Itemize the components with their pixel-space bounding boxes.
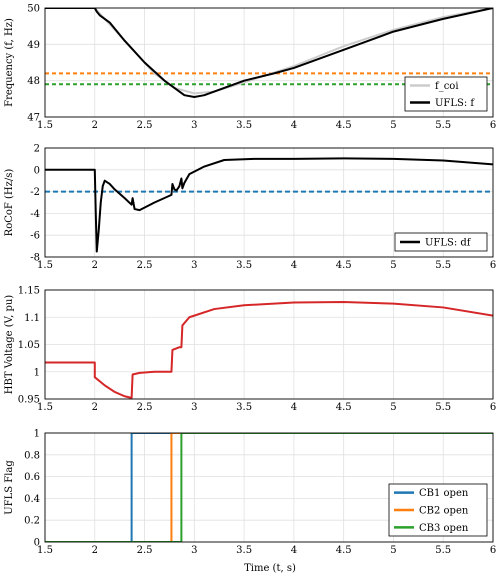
y-tick-label: 50 — [27, 4, 40, 15]
series-line — [45, 433, 493, 542]
y-tick-label: 1.15 — [18, 286, 40, 297]
legend: f_coi UFLS: f — [404, 76, 488, 112]
y-axis-label: UFLS Flag — [4, 460, 15, 515]
x-tick-label: 4 — [291, 545, 297, 556]
x-tick-label: 5.5 — [435, 545, 451, 556]
y-tick-label: 0.6 — [24, 472, 40, 483]
y-axis-label: Frequency (f, Hz) — [4, 18, 15, 107]
series-line — [45, 8, 493, 99]
x-tick-label: 6 — [490, 260, 496, 271]
x-tick-label: 2.5 — [137, 402, 153, 413]
y-axis-label: RoCoF (Hz/s) — [4, 169, 15, 237]
x-tick-label: 4.5 — [336, 402, 352, 413]
x-tick-label: 5 — [390, 120, 396, 131]
y-tick-label: 1 — [34, 429, 40, 440]
y-tick-label: -2 — [30, 187, 40, 198]
x-tick-label: 2 — [92, 545, 98, 556]
x-tick-label: 3 — [191, 120, 197, 131]
legend-label: f_coi — [435, 81, 459, 92]
x-tick-label: 3.5 — [236, 120, 252, 131]
y-tick-label: -6 — [30, 231, 40, 242]
x-tick-label: 3 — [191, 260, 197, 271]
x-tick-label: 2.5 — [137, 545, 153, 556]
x-tick-label: 3.5 — [236, 402, 252, 413]
axes-frame — [44, 432, 494, 543]
y-tick-label: 0.95 — [18, 395, 40, 406]
legend-label: CB3 open — [419, 523, 469, 534]
x-tick-label: 2 — [92, 120, 98, 131]
legend-label: UFLS: df — [425, 238, 472, 249]
x-tick-label: 4 — [291, 120, 297, 131]
axes-frame — [44, 147, 494, 258]
x-tick-label: 3 — [191, 545, 197, 556]
x-tick-label: 4 — [291, 402, 297, 413]
x-axis-label: Time (t, s) — [244, 563, 296, 574]
panel-3: 1.5 2 2.5 3 3.5 4 4.5 5 5.5 6 0.95 1 1.05 1.1 1.15HBT … — [4, 286, 496, 414]
x-tick-label: 3.5 — [236, 260, 252, 271]
x-tick-label: 5 — [390, 260, 396, 271]
x-tick-label: 1.5 — [37, 545, 53, 556]
legend-box — [394, 232, 488, 252]
series-line — [45, 433, 493, 542]
series-line — [45, 157, 493, 253]
legend-box — [404, 76, 488, 112]
x-tick-label: 2 — [92, 402, 98, 413]
y-tick-label: 0 — [34, 165, 40, 176]
x-tick-label: 2 — [92, 260, 98, 271]
axes-frame — [44, 7, 494, 118]
panel-4: 1.5 2 2.5 3 3.5 4 4.5 5 5.5 6 0 0.2 0.4 0.6 0.8 1 UFLS F… — [4, 429, 496, 557]
y-tick-label: 0.2 — [24, 516, 40, 527]
x-tick-label: 5.5 — [435, 260, 451, 271]
y-axis-label: HBT Voltage (V, pu) — [4, 295, 15, 394]
panel-2: 1.5 2 2.5 3 3.5 4 4.5 5 5.5 6 -8 -6 -4 -2 0 2 RoCoF (Hz/… — [4, 144, 496, 272]
x-tick-label: 4 — [291, 260, 297, 271]
series-line — [45, 300, 493, 399]
y-tick-label: 0.4 — [24, 494, 40, 505]
x-tick-label: 2.5 — [137, 260, 153, 271]
x-tick-label: 1.5 — [37, 260, 53, 271]
x-tick-label: 4.5 — [336, 260, 352, 271]
x-tick-label: 1.5 — [37, 402, 53, 413]
y-tick-label: 1.1 — [24, 313, 40, 324]
x-tick-label: 4.5 — [336, 545, 352, 556]
x-tick-label: 4.5 — [336, 120, 352, 131]
y-tick-label: 48 — [27, 76, 40, 87]
legend: UFLS: df — [394, 232, 488, 252]
panel-1: 1.5 2 2.5 3 3.5 4 4.5 5 5.5 6 47 48 49 50 Frequency (f… — [4, 4, 496, 132]
x-tick-label: 6 — [490, 545, 496, 556]
x-tick-label: 6 — [490, 120, 496, 131]
x-tick-label: 2.5 — [137, 120, 153, 131]
y-tick-label: 2 — [34, 144, 40, 155]
legend: CB1 open CB2 open CB3 open — [388, 483, 488, 537]
axes-frame — [44, 289, 494, 400]
series-line — [45, 433, 493, 542]
legend-label: CB2 open — [419, 506, 469, 517]
y-tick-label: -4 — [30, 209, 40, 220]
x-tick-label: 5 — [390, 545, 396, 556]
x-tick-label: 3 — [191, 402, 197, 413]
y-tick-label: 47 — [27, 113, 40, 124]
y-tick-label: 49 — [27, 40, 40, 51]
y-tick-label: 1 — [34, 367, 40, 378]
x-tick-label: 5.5 — [435, 120, 451, 131]
x-tick-label: 5 — [390, 402, 396, 413]
y-tick-label: 0.8 — [24, 450, 40, 461]
x-tick-label: 1.5 — [37, 120, 53, 131]
x-tick-label: 5.5 — [435, 402, 451, 413]
y-tick-label: -8 — [30, 253, 40, 264]
y-tick-label: 0 — [34, 538, 40, 549]
x-tick-label: 6 — [490, 402, 496, 413]
legend-label: UFLS: f — [435, 98, 475, 109]
y-tick-label: 1.05 — [18, 340, 40, 351]
x-tick-label: 3.5 — [236, 545, 252, 556]
legend-label: CB1 open — [419, 488, 469, 499]
